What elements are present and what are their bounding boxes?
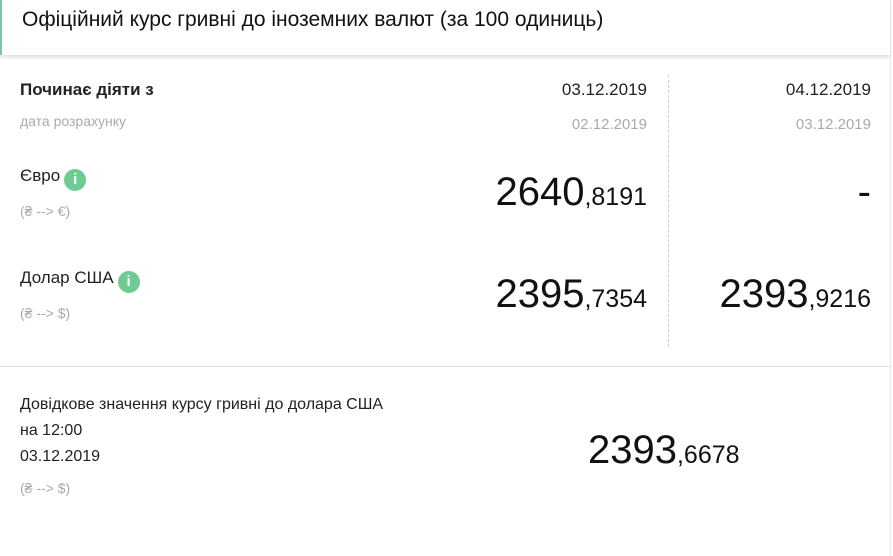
info-icon[interactable]: i	[117, 271, 140, 293]
rate-int: -	[857, 170, 871, 214]
page-title: Офіційний курс гривні до іноземних валют…	[22, 8, 604, 31]
currency-euro: Євро i	[20, 166, 87, 191]
calc-date-label: дата розрахунку	[20, 113, 126, 129]
rate-int: 2393	[719, 272, 809, 316]
euro-direction: (₴ --> €)	[20, 203, 71, 219]
currency-name: Євро	[20, 166, 61, 185]
rate-frac: ,7354	[584, 285, 647, 313]
reference-direction: (₴ --> $)	[20, 480, 71, 496]
info-icon[interactable]: i	[64, 169, 87, 191]
reference-description: Довідкове значення курсу гривні до долар…	[20, 392, 383, 470]
column-divider	[668, 75, 669, 347]
col2-effective-date: 04.12.2019	[785, 80, 871, 99]
right-border	[890, 0, 891, 556]
page-header: Офіційний курс гривні до іноземних валют…	[0, 0, 890, 55]
col2-calc-date: 03.12.2019	[795, 116, 871, 133]
col1-calc-date: 02.12.2019	[571, 116, 647, 133]
rate-frac: ,6678	[676, 441, 740, 469]
rate-int: 2640	[495, 170, 585, 214]
rate-int: 2393	[588, 428, 677, 472]
usd-direction: (₴ --> $)	[20, 305, 71, 321]
rate-int: 2395	[495, 272, 585, 316]
reference-line2: на 12:00	[20, 422, 83, 439]
section-divider	[0, 366, 890, 367]
col1-effective-date: 03.12.2019	[561, 80, 647, 99]
rate-frac: ,9216	[808, 285, 871, 313]
rate-frac: ,8191	[584, 183, 647, 211]
euro-rate-col1: 2640,8191	[495, 170, 647, 215]
usd-rate-col2: 2393,9216	[719, 272, 871, 317]
reference-rate: 2393,6678	[588, 428, 740, 473]
euro-rate-col2: -	[858, 170, 871, 215]
currency-name: Долар США	[20, 268, 114, 287]
reference-line1: Довідкове значення курсу гривні до долар…	[20, 396, 384, 413]
usd-rate-col1: 2395,7354	[495, 272, 647, 317]
currency-usd: Долар США i	[20, 268, 140, 293]
reference-date: 03.12.2019	[20, 448, 101, 465]
effective-label: Починає діяти з	[20, 80, 154, 99]
